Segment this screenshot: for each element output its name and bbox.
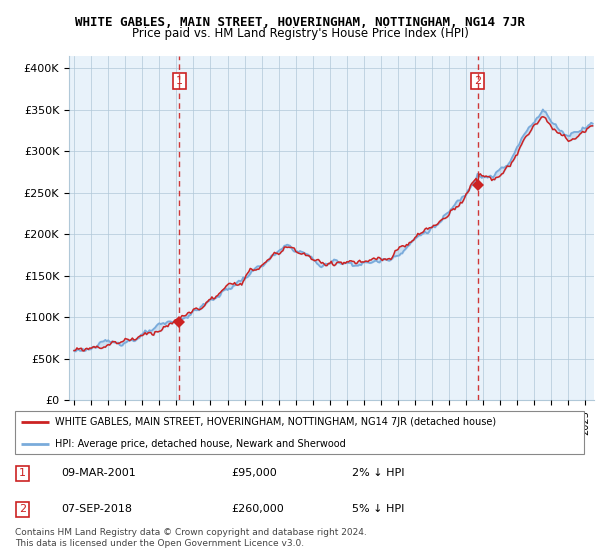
Text: HPI: Average price, detached house, Newark and Sherwood: HPI: Average price, detached house, Newa… — [55, 438, 346, 449]
Text: 2: 2 — [19, 505, 26, 515]
Text: 1: 1 — [19, 468, 26, 478]
Text: WHITE GABLES, MAIN STREET, HOVERINGHAM, NOTTINGHAM, NG14 7JR (detached house): WHITE GABLES, MAIN STREET, HOVERINGHAM, … — [55, 417, 496, 427]
Text: 2% ↓ HPI: 2% ↓ HPI — [352, 468, 404, 478]
Text: 5% ↓ HPI: 5% ↓ HPI — [352, 505, 404, 515]
Text: Price paid vs. HM Land Registry's House Price Index (HPI): Price paid vs. HM Land Registry's House … — [131, 27, 469, 40]
Text: 09-MAR-2001: 09-MAR-2001 — [61, 468, 136, 478]
Text: WHITE GABLES, MAIN STREET, HOVERINGHAM, NOTTINGHAM, NG14 7JR: WHITE GABLES, MAIN STREET, HOVERINGHAM, … — [75, 16, 525, 29]
Text: 2: 2 — [474, 76, 481, 86]
Text: £95,000: £95,000 — [231, 468, 277, 478]
Text: 07-SEP-2018: 07-SEP-2018 — [61, 505, 132, 515]
Text: 1: 1 — [176, 76, 183, 86]
Text: Contains HM Land Registry data © Crown copyright and database right 2024.
This d: Contains HM Land Registry data © Crown c… — [15, 528, 367, 548]
FancyBboxPatch shape — [15, 410, 584, 455]
Text: £260,000: £260,000 — [231, 505, 284, 515]
